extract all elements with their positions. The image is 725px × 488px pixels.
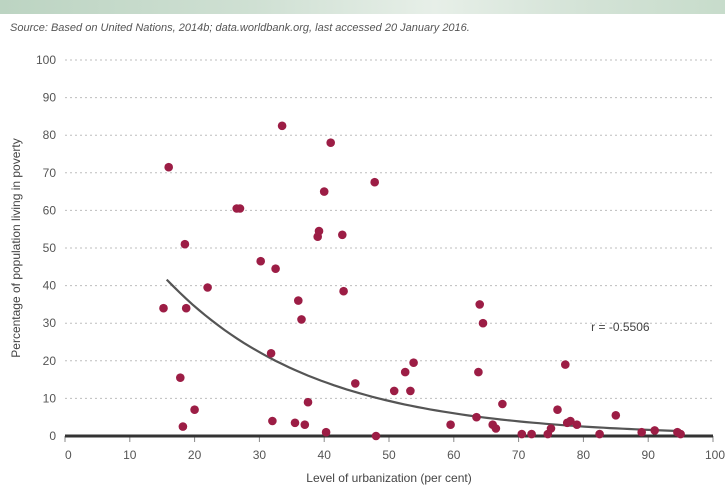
trend-curve: [165, 278, 681, 433]
data-point: [303, 397, 313, 407]
data-point: [472, 412, 481, 422]
data-point: [572, 420, 582, 430]
data-point: [180, 239, 190, 249]
data-point: [517, 429, 527, 439]
data-point: [277, 121, 287, 131]
data-point: [294, 296, 303, 305]
data-point: [351, 379, 360, 388]
data-point: [409, 358, 418, 368]
data-point: [190, 405, 199, 415]
x-tick-label: 30: [253, 448, 267, 462]
data-point: [389, 386, 399, 396]
data-points: [159, 121, 685, 441]
y-axis-ticks: 0 10 20 30 40 50 60 70 80 90 100: [36, 53, 56, 443]
y-tick-label: 100: [36, 53, 56, 67]
x-tick-label: 80: [577, 448, 591, 462]
data-point: [595, 429, 604, 439]
x-tick-label: 20: [188, 448, 202, 462]
x-tick-label: 60: [447, 448, 461, 462]
y-tick-label: 20: [43, 354, 57, 368]
data-point: [297, 315, 306, 324]
data-point: [176, 373, 185, 383]
data-point: [339, 286, 348, 296]
y-tick-label: 0: [49, 429, 56, 443]
data-point: [290, 418, 300, 428]
data-point: [326, 138, 336, 147]
data-point: [178, 422, 188, 431]
data-point: [611, 411, 621, 420]
y-tick-label: 50: [43, 241, 57, 255]
y-tick-label: 10: [43, 391, 57, 405]
data-point: [370, 177, 380, 187]
x-tick-label: 0: [65, 448, 72, 462]
data-point: [637, 427, 646, 437]
data-point: [561, 360, 570, 369]
y-tick-label: 60: [43, 203, 57, 217]
data-point: [268, 416, 277, 426]
data-point: [319, 187, 329, 196]
data-point: [256, 256, 266, 266]
data-point: [159, 303, 168, 313]
x-tick-label: 40: [318, 448, 332, 462]
x-tick-label: 10: [123, 448, 137, 462]
y-tick-label: 70: [43, 166, 57, 180]
data-point: [164, 162, 173, 172]
y-axis-label: Percentage of population living in pover…: [9, 138, 23, 357]
data-point: [498, 399, 507, 409]
grid-lines: [65, 59, 713, 399]
y-tick-label: 80: [43, 128, 57, 142]
header-banner: [0, 0, 725, 14]
x-tick-label: 50: [382, 448, 396, 462]
data-point: [546, 424, 556, 433]
data-point: [566, 416, 575, 426]
data-point: [474, 367, 483, 377]
data-point: [266, 349, 276, 358]
data-point: [650, 426, 659, 435]
data-point: [271, 264, 280, 274]
data-point: [181, 303, 191, 313]
data-point: [527, 429, 536, 439]
data-point: [406, 386, 415, 396]
data-point: [676, 429, 685, 439]
data-point: [300, 420, 310, 430]
data-point: [314, 226, 324, 236]
data-point: [371, 431, 381, 441]
data-point: [478, 318, 488, 328]
data-point: [553, 405, 562, 415]
x-axis-label: Level of urbanization (per cent): [306, 471, 471, 485]
x-tick-label: 70: [512, 448, 526, 462]
correlation-annotation: r = -0.5506: [591, 320, 650, 334]
data-point: [321, 427, 331, 437]
x-axis-ticks: 0 10 20 30 40 50 60 70 80 90 100: [64, 436, 725, 462]
data-point: [203, 283, 212, 292]
source-note: Source: Based on United Nations, 2014b; …: [10, 22, 470, 34]
data-point: [475, 300, 485, 309]
y-tick-label: 90: [43, 91, 57, 105]
x-tick-label: 90: [642, 448, 656, 462]
data-point: [491, 424, 501, 433]
x-tick-label: 100: [705, 448, 725, 462]
y-tick-label: 30: [43, 316, 57, 330]
y-tick-label: 40: [43, 279, 57, 293]
data-point: [400, 367, 410, 377]
data-point: [338, 230, 347, 240]
data-point: [235, 204, 245, 213]
data-point: [446, 420, 455, 430]
